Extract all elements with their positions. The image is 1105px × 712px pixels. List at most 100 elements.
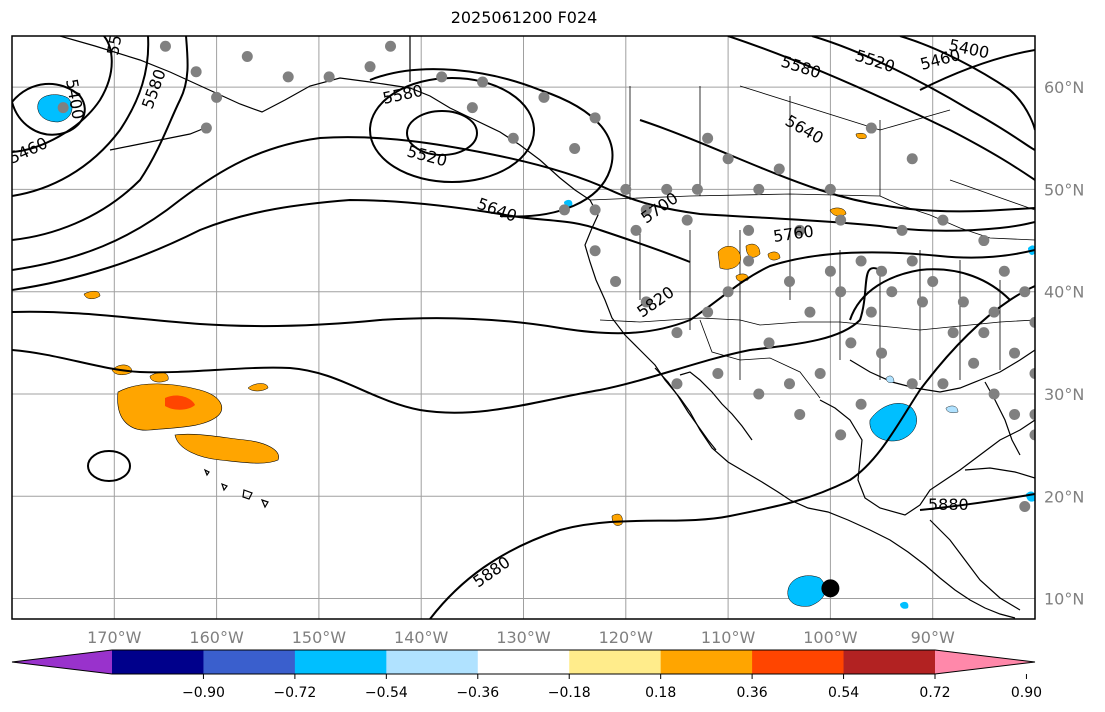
longitude-tick-label: 170°W <box>87 628 142 647</box>
station-dot <box>1019 500 1031 512</box>
colorbar-tick-label: 0.72 <box>919 685 950 701</box>
station-dot <box>640 204 652 216</box>
station-dot <box>671 378 683 390</box>
station-dot <box>1019 286 1031 298</box>
station-dot <box>610 275 622 287</box>
station-dot <box>753 388 765 400</box>
colorbar-segment <box>294 650 387 674</box>
station-dot <box>569 143 581 155</box>
station-dot <box>906 378 918 390</box>
colorbar-outline <box>11 649 1036 675</box>
colorbar-segment <box>752 650 845 674</box>
colorbar-tick-label: −0.18 <box>548 685 591 701</box>
colorbar-segment <box>203 650 296 674</box>
colorbar-tick-label: 0.90 <box>1011 685 1042 701</box>
colorbar-tick-label: 0.18 <box>645 685 676 701</box>
colorbar-tick-label: −0.36 <box>456 685 499 701</box>
station-dot <box>57 102 69 114</box>
contour-label-5880-b: 5880 <box>928 495 969 514</box>
station-dot <box>702 306 714 318</box>
station-dot <box>937 214 949 226</box>
latitude-tick-labels: 60°N 50°N 40°N 30°N 20°N 10°N <box>1044 78 1084 608</box>
station-dot <box>466 102 478 114</box>
station-dot <box>743 224 755 236</box>
station-dot <box>824 265 836 277</box>
station-dot <box>477 76 489 88</box>
station-dot <box>783 275 795 287</box>
station-dot <box>968 357 980 369</box>
station-dot <box>865 122 877 134</box>
longitude-tick-label: 150°W <box>292 628 347 647</box>
station-dot <box>896 224 908 236</box>
station-dot <box>691 183 703 195</box>
station-dot <box>1029 316 1035 328</box>
colorbar-segment <box>569 650 662 674</box>
colorbar-segment <box>660 650 753 674</box>
latitude-tick-label: 10°N <box>1044 590 1084 609</box>
latitude-tick-label: 30°N <box>1044 385 1084 404</box>
map-frame <box>11 35 1036 620</box>
station-dot <box>661 183 673 195</box>
station-dot <box>630 224 642 236</box>
colorbar-segment <box>843 650 936 674</box>
station-dot <box>538 91 550 103</box>
station-dot <box>804 306 816 318</box>
station-dot <box>507 132 519 144</box>
colorbar-extend-min <box>12 650 112 674</box>
station-dot <box>190 66 202 78</box>
colorbar-extend-max <box>935 650 1035 674</box>
latitude-tick-label: 60°N <box>1044 78 1084 97</box>
colorbar-tick-labels: −0.90 −0.72 −0.54 −0.36 −0.18 0.18 0.36 0.54 0.7… <box>182 674 1042 701</box>
station-dot <box>937 378 949 390</box>
station-dot <box>906 255 918 267</box>
station-dot <box>824 183 836 195</box>
station-dot <box>916 296 928 308</box>
station-dot <box>906 153 918 165</box>
station-dot <box>589 112 601 124</box>
station-dot <box>558 204 570 216</box>
longitude-tick-label: 90°W <box>911 628 955 647</box>
station-dot <box>1029 429 1035 441</box>
station-dot <box>886 286 898 298</box>
station-dot <box>241 50 253 62</box>
latitude-tick-label: 50°N <box>1044 180 1084 199</box>
colorbar-tick-label: 0.36 <box>737 685 768 701</box>
political-borders <box>589 85 1035 399</box>
colorbar-segment <box>386 650 479 674</box>
station-dot <box>640 296 652 308</box>
station-dot <box>200 122 212 134</box>
colorbar-tick-label: −0.72 <box>273 685 316 701</box>
station-dot <box>385 40 397 52</box>
station-dots <box>57 40 1035 512</box>
longitude-tick-label: 100°W <box>803 628 858 647</box>
station-dot <box>978 327 990 339</box>
station-dot <box>282 71 294 83</box>
colorbar-tick-label: −0.90 <box>182 685 225 701</box>
station-dot <box>794 224 806 236</box>
station-dot <box>988 306 1000 318</box>
station-dot <box>681 214 693 226</box>
station-dot <box>722 153 734 165</box>
station-dot <box>794 408 806 420</box>
station-dot <box>159 40 171 52</box>
station-dot <box>855 255 867 267</box>
station-dot <box>957 296 969 308</box>
station-dot <box>722 286 734 298</box>
station-dot <box>620 183 632 195</box>
station-dot <box>589 245 601 257</box>
station-dot <box>855 398 867 410</box>
station-dot <box>1029 368 1035 380</box>
colorbar-segment <box>112 650 204 674</box>
longitude-tick-label: 140°W <box>394 628 449 647</box>
contour-label-5520-c: 5520 <box>103 13 129 56</box>
station-dot <box>743 255 755 267</box>
station-dot <box>589 204 601 216</box>
black-dot-marker <box>821 579 840 598</box>
longitude-tick-label: 160°W <box>189 628 244 647</box>
longitude-tick-label: 110°W <box>701 628 756 647</box>
station-dot <box>712 368 724 380</box>
latitude-tick-label: 40°N <box>1044 283 1084 302</box>
station-dot <box>814 368 826 380</box>
station-dot <box>763 337 775 349</box>
latitude-tick-label: 20°N <box>1044 487 1084 506</box>
